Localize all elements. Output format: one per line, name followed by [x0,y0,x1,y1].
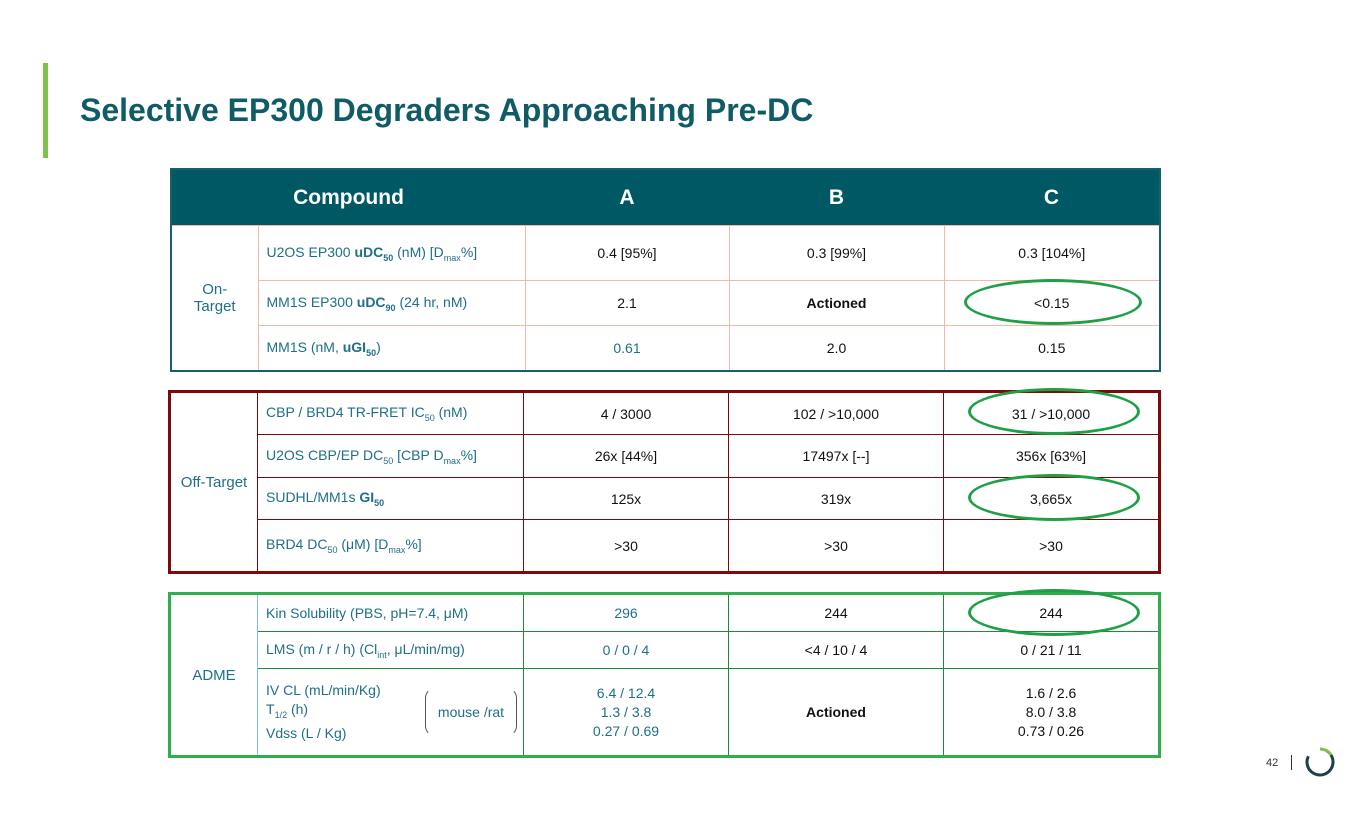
value-c: 356x [63%] [943,434,1160,478]
value-b: 0.3 [99%] [728,225,945,281]
value-b: <4 / 10 / 4 [728,631,944,669]
value-a: 6.4 / 12.4 1.3 / 3.8 0.27 / 0.69 [523,668,729,757]
table-row: MM1S EP300 uDC90 (24 hr, nM) 2.1 Actione… [171,280,1161,326]
title-accent-bar [43,63,48,158]
metric-label: U2OS CBP/EP DC50 [CBP Dmax%] [257,434,524,478]
table-row: MM1S (nM, uGI50) 0.61 2.0 0.15 [171,325,1161,372]
value-c: 0.15 [943,325,1161,372]
metric-label: MM1S EP300 uDC90 (24 hr, nM) [257,280,526,326]
header-compound: Compound [171,169,525,226]
value-b: 244 [728,593,944,632]
value-b: Actioned [728,668,944,757]
value-b: Actioned [728,280,945,326]
metric-label: BRD4 DC50 (μM) [Dmax%] [257,519,524,573]
page-title: Selective EP300 Degraders Approaching Pr… [80,92,814,128]
value-a: 2.1 [524,280,730,326]
group-label-on-target: On- Target [170,225,259,372]
header-a: A [525,169,729,226]
group-label-adme: ADME [169,593,258,757]
header-b: B [729,169,944,226]
table-row: SUDHL/MM1s GI50 125x 319x 3,665x [170,477,1160,520]
table-row: U2OS CBP/EP DC50 [CBP Dmax%] 26x [44%] 1… [170,434,1160,478]
metric-label: MM1S (nM, uGI50) [257,325,526,372]
page-separator [1291,755,1292,770]
metric-label: LMS (m / r / h) (Clint, μL/min/mg) [257,631,524,669]
table-row: On- Target U2OS EP300 uDC50 (nM) [Dmax%] … [170,225,1161,372]
adme-table: ADME Kin Solubility (PBS, pH=7.4, μM) 29… [168,592,1161,758]
table-row: Off-Target CBP / BRD4 TR-FRET IC50 (nM) … [169,391,1160,573]
table-row: ADME Kin Solubility (PBS, pH=7.4, μM) 29… [169,593,1160,757]
value-c: >30 [943,519,1160,573]
value-b: >30 [728,519,944,573]
group-label-off-target: Off-Target [169,391,258,573]
value-b: 102 / >10,000 [728,391,944,435]
header-row: Compound A B C [171,169,1160,226]
off-target-table: Off-Target CBP / BRD4 TR-FRET IC50 (nM) … [168,390,1161,574]
value-a: 0 / 0 / 4 [523,631,729,669]
value-a: >30 [523,519,729,573]
metric-label: Kin Solubility (PBS, pH=7.4, μM) [257,593,524,632]
value-c: 1.6 / 2.6 8.0 / 3.8 0.73 / 0.26 [943,668,1160,757]
value-b: 319x [728,477,944,520]
metric-label-iv: IV CL (mL/min/Kg) T1/2 (h) Vdss (L / Kg)… [257,668,524,757]
header-c: C [944,169,1160,226]
metric-label: CBP / BRD4 TR-FRET IC50 (nM) [257,391,524,435]
table-row: LMS (m / r / h) (Clint, μL/min/mg) 0 / 0… [170,631,1160,669]
metric-label: U2OS EP300 uDC50 (nM) [Dmax%] [257,225,526,281]
value-a: 26x [44%] [523,434,729,478]
value-a: 0.4 [95%] [524,225,730,281]
company-logo-icon [1305,747,1335,777]
value-c: 31 / >10,000 [943,391,1160,435]
page-number: 42 [1266,757,1279,769]
value-a: 4 / 3000 [523,391,729,435]
value-c: 0 / 21 / 11 [943,631,1160,669]
value-b: 2.0 [728,325,945,372]
value-c: 3,665x [943,477,1160,520]
value-a: 125x [523,477,729,520]
table-row: BRD4 DC50 (μM) [Dmax%] >30 >30 >30 [170,519,1160,573]
species-bracket: mouse /rat [425,687,517,736]
on-target-table: Compound A B C On- Target U2OS EP300 uDC5… [170,168,1161,372]
table-row: IV CL (mL/min/Kg) T1/2 (h) Vdss (L / Kg)… [170,668,1160,757]
value-c: 244 [943,593,1160,632]
value-c: 0.3 [104%] [943,225,1161,281]
half-life-label: T1/2 (h) [266,700,309,720]
metric-label: SUDHL/MM1s GI50 [257,477,524,520]
value-a: 0.61 [524,325,730,372]
value-c: <0.15 [943,280,1161,326]
value-a: 296 [523,593,729,632]
iv-cl-label: IV CL (mL/min/Kg) [266,681,381,698]
vdss-label: Vdss (L / Kg) [266,725,347,742]
value-b: 17497x [--] [728,434,944,478]
